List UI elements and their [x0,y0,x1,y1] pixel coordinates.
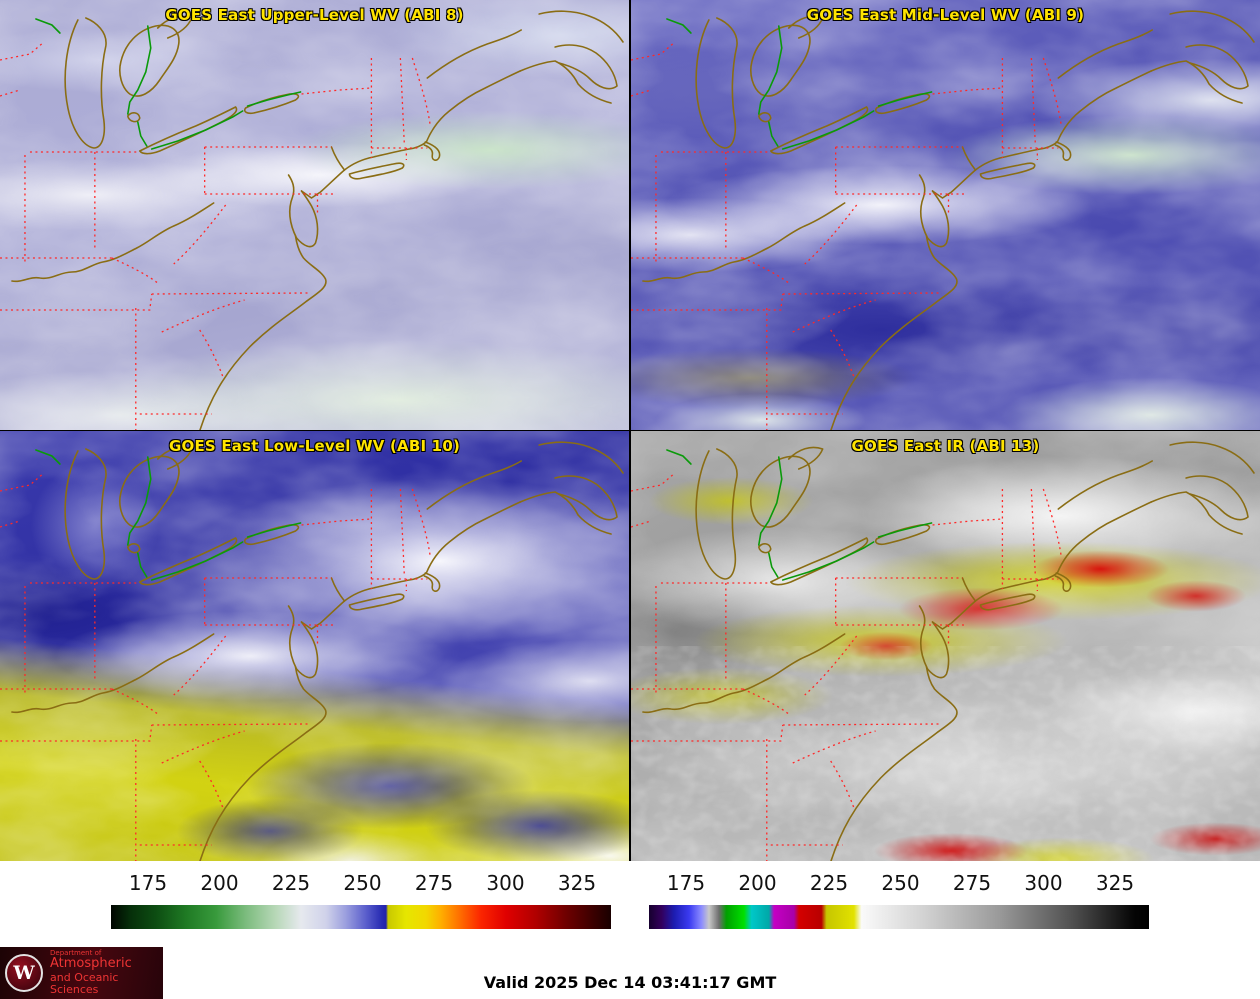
wv-colorbar-ticks: 175 200 225 250 275 300 325 [111,871,611,899]
panel-title: GOES East Low-Level WV (ABI 10) [168,437,461,455]
map-overlay [0,0,629,430]
map-overlay [0,431,629,861]
tick-label: 325 [1095,871,1135,895]
tick-label: 225 [271,871,311,895]
panel-title: GOES East Mid-Level WV (ABI 9) [806,6,1085,24]
tick-label: 200 [738,871,777,895]
tick-label: 225 [809,871,849,895]
panel-upper-level-wv: GOES East Upper-Level WV (ABI 8) [0,0,629,430]
wv-colorbar-group: 175 200 225 250 275 300 325 [111,871,611,947]
tick-label: 175 [128,871,168,895]
cumulus-texture [631,646,1260,861]
ir-colorbar-group: 175 200 225 250 275 300 325 [649,871,1149,947]
logo-line-atmospheric: Atmospheric [50,956,132,972]
panel-ir: GOES East IR (ABI 13) [631,431,1260,861]
tick-label: 325 [557,871,597,895]
panel-mid-level-wv: GOES East Mid-Level WV (ABI 9) [631,0,1260,430]
tick-label: 250 [343,871,382,895]
map-overlay [631,0,1260,430]
satellite-panel-grid: GOES East Upper-Level WV (ABI 8) GOES Ea… [0,0,1260,861]
panel-title: GOES East Upper-Level WV (ABI 8) [165,6,464,24]
ir-colorbar-ticks: 175 200 225 250 275 300 325 [649,871,1149,899]
logo-text: Department of Atmospheric and Oceanic Sc… [50,948,163,997]
valid-time: Valid 2025 Dec 14 03:41:17 GMT [483,973,777,992]
tick-label: 175 [666,871,706,895]
map-overlay [631,431,1260,861]
tick-label: 250 [881,871,920,895]
colorbar-section: 175 200 225 250 275 300 325 175 200 225 … [0,861,1260,947]
tick-label: 275 [414,871,454,895]
logo-line-oceanic: and Oceanic Sciences [50,970,119,997]
panel-title: GOES East IR (ABI 13) [851,437,1040,455]
ir-colorbar [649,905,1149,929]
wv-colorbar [111,905,611,929]
logo-line-department: Department of [50,948,102,957]
tick-label: 200 [200,871,239,895]
tick-label: 300 [486,871,525,895]
panel-low-level-wv: GOES East Low-Level WV (ABI 10) [0,431,629,861]
tick-label: 300 [1024,871,1063,895]
uw-aos-logo: W Department of Atmospheric and Oceanic … [0,947,163,999]
university-crest-icon: W [5,954,43,992]
tick-label: 275 [952,871,992,895]
